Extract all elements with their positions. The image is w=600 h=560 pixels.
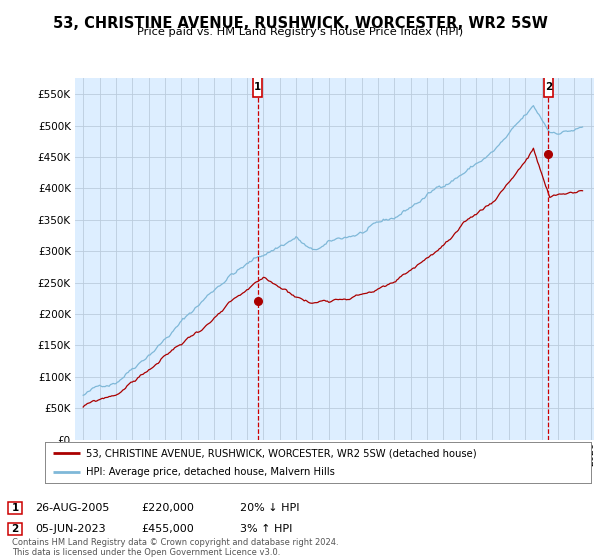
Text: 3% ↑ HPI: 3% ↑ HPI [240, 524, 292, 534]
Text: Price paid vs. HM Land Registry's House Price Index (HPI): Price paid vs. HM Land Registry's House … [137, 27, 463, 37]
Text: £220,000: £220,000 [141, 503, 194, 513]
Text: £455,000: £455,000 [141, 524, 194, 534]
Text: 53, CHRISTINE AVENUE, RUSHWICK, WORCESTER, WR2 5SW (detached house): 53, CHRISTINE AVENUE, RUSHWICK, WORCESTE… [86, 449, 476, 458]
FancyBboxPatch shape [544, 77, 553, 97]
Text: 2: 2 [545, 82, 552, 92]
Text: 20% ↓ HPI: 20% ↓ HPI [240, 503, 299, 513]
Text: HPI: Average price, detached house, Malvern Hills: HPI: Average price, detached house, Malv… [86, 467, 335, 477]
Text: 1: 1 [11, 503, 19, 513]
Text: Contains HM Land Registry data © Crown copyright and database right 2024.
This d: Contains HM Land Registry data © Crown c… [12, 538, 338, 557]
Text: 1: 1 [254, 82, 261, 92]
Text: 53, CHRISTINE AVENUE, RUSHWICK, WORCESTER, WR2 5SW: 53, CHRISTINE AVENUE, RUSHWICK, WORCESTE… [53, 16, 547, 31]
FancyBboxPatch shape [253, 77, 262, 97]
Text: 26-AUG-2005: 26-AUG-2005 [35, 503, 109, 513]
Text: 05-JUN-2023: 05-JUN-2023 [35, 524, 106, 534]
Text: 2: 2 [11, 524, 19, 534]
